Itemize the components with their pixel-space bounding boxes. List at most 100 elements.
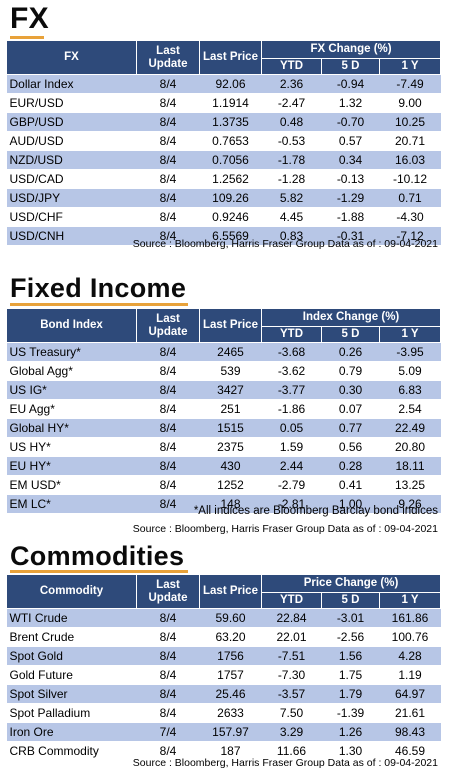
row-5d: 1.26 <box>321 722 380 742</box>
row-1y: 1.19 <box>379 665 441 685</box>
row-1y: 2.54 <box>379 399 441 419</box>
fx-title: FX <box>10 2 49 35</box>
row-ytd: 7.50 <box>261 703 322 723</box>
row-1y: -7.49 <box>379 74 441 94</box>
row-5d: -0.13 <box>321 169 380 189</box>
row-last-update: 8/4 <box>136 665 200 685</box>
row-last-update: 8/4 <box>136 684 200 704</box>
row-ytd: 5.82 <box>261 188 322 208</box>
row-last-price: 1.1914 <box>199 93 262 113</box>
fixed-income-note: *All indices are Bloomberg Barclay bond … <box>193 505 438 517</box>
row-1y: 98.43 <box>379 722 441 742</box>
header-last-price: Last Price <box>199 574 262 609</box>
row-5d: 0.34 <box>321 150 380 170</box>
header-last-update: Last Update <box>136 40 200 75</box>
row-ytd: 0.48 <box>261 112 322 132</box>
row-last-update: 8/4 <box>136 361 200 381</box>
row-last-update: 8/4 <box>136 169 200 189</box>
table-row: Global HY* 8/4 1515 0.05 0.77 22.49 <box>6 418 441 438</box>
row-1y: 4.28 <box>379 646 441 666</box>
row-name: Dollar Index <box>6 74 137 94</box>
row-1y: 161.86 <box>379 608 441 628</box>
header-5d: 5 D <box>321 592 380 609</box>
row-1y: -4.30 <box>379 207 441 227</box>
row-ytd: 3.29 <box>261 722 322 742</box>
header-1y: 1 Y <box>379 592 441 609</box>
row-ytd: -7.30 <box>261 665 322 685</box>
row-1y: 13.25 <box>379 475 441 495</box>
row-ytd: 0.05 <box>261 418 322 438</box>
row-name: US IG* <box>6 380 137 400</box>
row-ytd: -7.51 <box>261 646 322 666</box>
row-1y: 20.80 <box>379 437 441 457</box>
row-last-price: 1252 <box>199 475 262 495</box>
row-last-update: 8/4 <box>136 380 200 400</box>
row-last-price: 2465 <box>199 342 262 362</box>
row-1y: -10.12 <box>379 169 441 189</box>
commodities-table: Commodity Last Update Last Price Price C… <box>6 574 441 761</box>
table-row: USD/JPY 8/4 109.26 5.82 -1.29 0.71 <box>6 188 441 208</box>
row-5d: 0.56 <box>321 437 380 457</box>
fixed-income-table-body: US Treasury* 8/4 2465 -3.68 0.26 -3.95 Global … <box>6 342 441 514</box>
row-last-price: 1515 <box>199 418 262 438</box>
header-last-price: Last Price <box>199 308 262 343</box>
header-last-update: Last Update <box>136 308 200 343</box>
row-last-price: 2375 <box>199 437 262 457</box>
row-5d: 0.28 <box>321 456 380 476</box>
row-last-update: 8/4 <box>136 150 200 170</box>
table-row: US HY* 8/4 2375 1.59 0.56 20.80 <box>6 437 441 457</box>
row-name: US Treasury* <box>6 342 137 362</box>
row-ytd: -3.57 <box>261 684 322 704</box>
header-last-update: Last Update <box>136 574 200 609</box>
table-row: EM USD* 8/4 1252 -2.79 0.41 13.25 <box>6 475 441 495</box>
row-name: EU HY* <box>6 456 137 476</box>
row-name: EM USD* <box>6 475 137 495</box>
commodities-table-body: WTI Crude 8/4 59.60 22.84 -3.01 161.86 Brent C… <box>6 608 441 761</box>
table-row: CRB Commodity 8/4 187 11.66 1.30 46.59 <box>6 741 441 761</box>
row-name: USD/JPY <box>6 188 137 208</box>
header-change-group: Price Change (%) <box>261 574 441 593</box>
row-last-price: 109.26 <box>199 188 262 208</box>
table-row: Spot Silver 8/4 25.46 -3.57 1.79 64.97 <box>6 684 441 704</box>
row-last-update: 8/4 <box>136 131 200 151</box>
row-last-price: 1.3735 <box>199 112 262 132</box>
row-ytd: -0.53 <box>261 131 322 151</box>
table-row: USD/CHF 8/4 0.9246 4.45 -1.88 -4.30 <box>6 207 441 227</box>
row-last-price: 187 <box>199 741 262 761</box>
row-1y: 9.26 <box>379 494 441 514</box>
row-last-price: 59.60 <box>199 608 262 628</box>
row-5d: -1.88 <box>321 207 380 227</box>
row-name: EUR/USD <box>6 93 137 113</box>
row-last-update: 8/4 <box>136 207 200 227</box>
row-last-update: 8/4 <box>136 74 200 94</box>
commodities-section: Commodities Commodity Last Update Last P… <box>0 540 458 779</box>
row-ytd: 11.66 <box>261 741 322 761</box>
row-ytd: -3.68 <box>261 342 322 362</box>
header-5d: 5 D <box>321 58 380 75</box>
row-name: USD/CNH <box>6 226 137 246</box>
row-5d: -0.31 <box>321 226 380 246</box>
row-ytd: -2.79 <box>261 475 322 495</box>
row-ytd: 2.36 <box>261 74 322 94</box>
header-last-price: Last Price <box>199 40 262 75</box>
fixed-income-source: Source : Bloomberg, Harris Fraser Group … <box>132 523 438 535</box>
row-5d: 1.56 <box>321 646 380 666</box>
row-last-update: 8/4 <box>136 627 200 647</box>
row-1y: 0.71 <box>379 188 441 208</box>
table-row: NZD/USD 8/4 0.7056 -1.78 0.34 16.03 <box>6 150 441 170</box>
row-5d: -0.94 <box>321 74 380 94</box>
row-1y: 9.00 <box>379 93 441 113</box>
row-name: Spot Gold <box>6 646 137 666</box>
row-last-price: 539 <box>199 361 262 381</box>
row-ytd: -3.77 <box>261 380 322 400</box>
row-1y: 6.83 <box>379 380 441 400</box>
row-ytd: -3.62 <box>261 361 322 381</box>
row-ytd: -1.78 <box>261 150 322 170</box>
row-5d: -1.29 <box>321 188 380 208</box>
row-last-update: 8/4 <box>136 703 200 723</box>
row-last-price: 25.46 <box>199 684 262 704</box>
fx-table-body: Dollar Index 8/4 92.06 2.36 -0.94 -7.49 EUR/US… <box>6 74 441 246</box>
row-last-price: 0.7056 <box>199 150 262 170</box>
row-last-price: 63.20 <box>199 627 262 647</box>
fx-source: Source : Bloomberg, Harris Fraser Group … <box>132 238 438 250</box>
